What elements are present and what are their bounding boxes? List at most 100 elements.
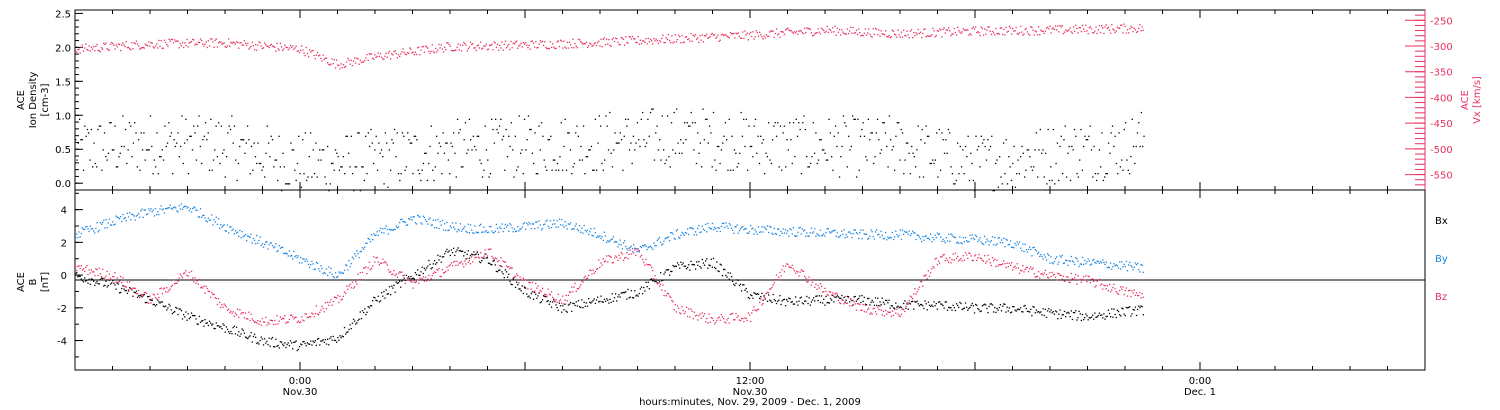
b-bx-point [985,304,987,306]
b-by-point [565,225,567,227]
velocity-point [397,54,400,56]
velocity-point [154,45,157,47]
b-by-point [1061,254,1063,257]
density-point [794,156,796,158]
density-point [456,118,459,120]
velocity-point [797,33,799,35]
b-bz-point [813,278,815,281]
density-point [434,166,436,168]
b-bz-point [193,281,195,283]
velocity-point [448,43,450,46]
b-bz-point [174,283,176,285]
b-by-point [538,220,540,222]
b-by-point [287,255,289,257]
b-bx-point [453,247,455,249]
density-point [603,159,606,161]
b-bx-point [685,267,688,270]
b-bz-point [471,256,473,258]
velocity-point [809,28,811,30]
b-bz-point [195,282,197,285]
velocity-point [546,47,548,50]
b-bz-point [366,272,368,275]
density-point [726,139,728,141]
b-by-point [583,224,585,227]
density-point [207,132,209,134]
b-by-point [277,249,279,252]
b-bz-point [897,313,899,315]
b-bx-point [385,289,387,291]
b-bz-point [1044,269,1047,272]
b-bz-point [651,266,653,269]
b-by-point [1033,246,1035,248]
b-bz-point [117,281,120,283]
density-point [312,149,314,151]
b-bz-point [147,302,149,304]
density-point [401,132,404,134]
b-by-point [816,233,818,235]
b-bz-point [1007,266,1009,268]
b-bx-point [501,271,503,273]
velocity-point [303,52,305,54]
b-by-point [651,247,653,249]
velocity-point [961,31,963,33]
density-point [387,186,389,188]
b-by-point [408,218,410,220]
density-point [523,118,526,120]
b-by-point [165,207,167,210]
density-point [328,190,330,192]
b-bz-point [167,291,169,293]
b-bz-point [690,308,692,310]
velocity-point [555,47,557,50]
velocity-point [221,43,223,45]
density-point [128,122,131,124]
b-bx-point [113,282,115,284]
b-bz-point [757,308,760,310]
velocity-point [647,37,649,40]
b-by-point [634,247,636,249]
b-by-point [237,231,239,233]
density-point [559,156,561,158]
b-by-point [539,224,541,226]
b-bz-point [395,273,397,275]
b-bz-point [475,256,477,258]
b-by-point [87,228,89,230]
velocity-point [424,45,427,47]
density-point [281,190,283,192]
b-bx-point [355,323,357,325]
b-bx-point [841,294,843,297]
b-bz-point [484,249,486,251]
velocity-point [798,30,800,33]
density-point [613,149,615,151]
velocity-point [896,36,898,38]
b-bx-point [78,275,80,277]
b-by-point [1137,262,1139,265]
b-bz-point [315,305,318,307]
b-by-point [1078,265,1080,268]
velocity-point [412,51,414,54]
velocity-point [454,49,456,52]
b-bz-point [467,261,469,264]
b-bx-point [233,325,235,327]
velocity-point [204,43,206,45]
b-bx-point [968,307,970,310]
velocity-point [243,40,246,42]
velocity-point [601,46,603,48]
velocity-point [257,44,259,46]
b-bz-point [251,318,253,320]
velocity-point [612,37,615,39]
b-by-point [611,238,613,240]
b-bx-point [1123,313,1125,315]
b-bz-point [739,319,742,322]
density-point [975,135,977,137]
b-bx-point [715,268,717,270]
density-point [636,122,639,124]
density-point [857,118,859,120]
velocity-point [153,47,156,49]
b-bz-point [1060,274,1062,277]
b-bx-point [957,304,959,307]
b-bx-point [766,300,769,302]
b-bx-point [1062,314,1065,316]
b-bz-point [967,257,969,260]
density-point [295,179,297,182]
b-by-point [75,236,77,238]
